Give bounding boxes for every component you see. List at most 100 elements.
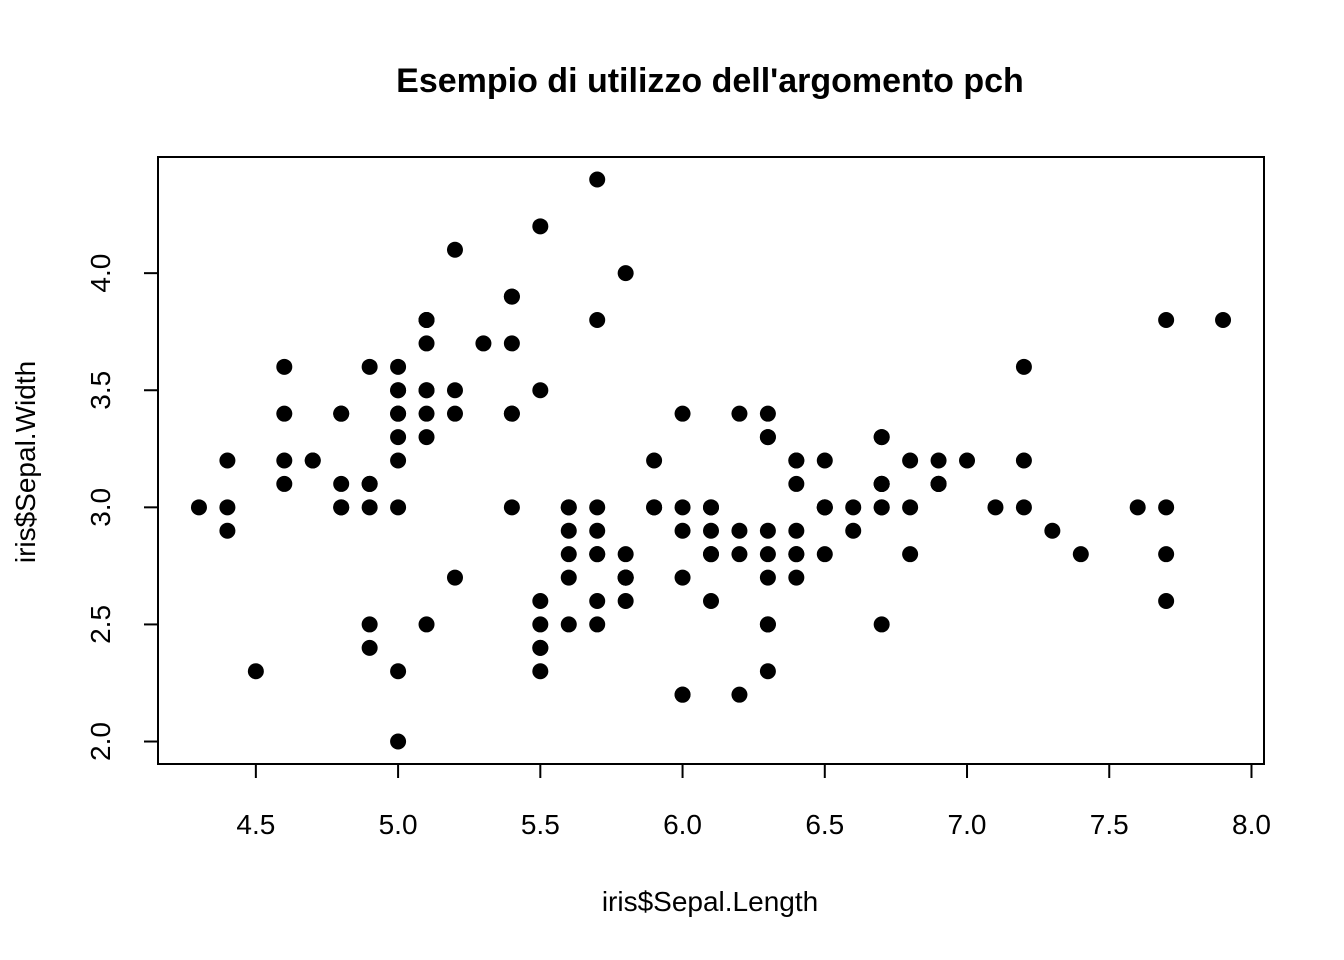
data-point <box>845 499 862 516</box>
data-point <box>304 452 321 469</box>
data-point <box>1158 593 1175 610</box>
data-point <box>674 405 691 422</box>
data-point <box>361 358 378 375</box>
data-point <box>788 475 805 492</box>
y-tick-label: 2.5 <box>85 605 116 644</box>
data-point <box>703 522 719 539</box>
data-point <box>902 546 919 563</box>
x-axis: 4.5 5.0 5.5 6.0 6.5 7.0 7.5 8.0 <box>236 763 1271 840</box>
data-point <box>873 499 890 516</box>
data-point <box>731 546 748 563</box>
data-point <box>532 593 549 610</box>
data-point <box>390 733 407 750</box>
data-point <box>219 522 236 539</box>
data-points <box>190 171 1232 750</box>
data-point <box>333 405 350 422</box>
data-point <box>759 616 776 633</box>
data-point <box>589 546 606 563</box>
data-point <box>361 475 378 492</box>
data-point <box>276 358 293 375</box>
data-point <box>873 616 890 633</box>
data-point <box>1015 499 1032 516</box>
data-point <box>532 218 549 235</box>
x-tick-label: 6.0 <box>663 809 702 840</box>
data-point <box>674 522 691 539</box>
data-point <box>617 593 634 610</box>
data-point <box>361 499 378 516</box>
data-point <box>589 499 606 516</box>
data-point <box>703 593 719 610</box>
data-point <box>788 452 805 469</box>
data-point <box>418 405 435 422</box>
data-point <box>1158 499 1175 516</box>
data-point <box>532 639 549 656</box>
x-tick-label: 6.5 <box>805 809 844 840</box>
data-point <box>1129 499 1146 516</box>
data-point <box>532 616 549 633</box>
data-point <box>674 569 691 586</box>
data-point <box>1158 546 1175 563</box>
data-point <box>1215 311 1232 328</box>
data-point <box>276 475 293 492</box>
data-point <box>902 452 919 469</box>
data-point <box>617 265 634 282</box>
data-point <box>446 241 463 258</box>
data-point <box>390 452 407 469</box>
data-point <box>959 452 976 469</box>
data-point <box>276 452 293 469</box>
data-point <box>532 663 549 680</box>
data-point <box>845 522 862 539</box>
data-point <box>759 663 776 680</box>
data-point <box>418 616 435 633</box>
data-point <box>788 546 805 563</box>
data-point <box>190 499 207 516</box>
data-point <box>731 405 748 422</box>
data-point <box>1158 311 1175 328</box>
data-point <box>873 429 890 446</box>
data-point <box>418 335 435 352</box>
data-point <box>333 499 350 516</box>
chart-title: Esempio di utilizzo dell'argomento pch <box>396 62 1024 100</box>
y-tick-label: 4.0 <box>85 254 116 293</box>
data-point <box>589 171 606 188</box>
y-tick-label: 2.0 <box>85 722 116 761</box>
data-point <box>674 686 691 703</box>
data-point <box>361 639 378 656</box>
data-point <box>589 311 606 328</box>
data-point <box>617 546 634 563</box>
x-axis-label: iris$Sepal.Length <box>602 886 818 917</box>
data-point <box>1044 522 1061 539</box>
y-axis-label: iris$Sepal.Width <box>10 361 41 563</box>
x-tick-label: 7.5 <box>1090 809 1129 840</box>
data-point <box>361 616 378 633</box>
data-point <box>390 499 407 516</box>
data-point <box>1072 546 1089 563</box>
data-point <box>418 382 435 399</box>
data-point <box>390 358 407 375</box>
data-point <box>390 429 407 446</box>
data-point <box>930 452 947 469</box>
x-tick-label: 4.5 <box>236 809 275 840</box>
y-tick-label: 3.0 <box>85 488 116 527</box>
data-point <box>788 569 805 586</box>
data-point <box>390 382 407 399</box>
data-point <box>646 499 663 516</box>
data-point <box>247 663 264 680</box>
data-point <box>560 522 577 539</box>
data-point <box>475 335 492 352</box>
data-point <box>418 429 435 446</box>
data-point <box>560 546 577 563</box>
data-point <box>731 522 748 539</box>
data-point <box>816 452 833 469</box>
data-point <box>589 616 606 633</box>
data-point <box>731 686 748 703</box>
data-point <box>503 499 520 516</box>
x-tick-label: 8.0 <box>1232 809 1271 840</box>
y-axis: 2.0 2.5 3.0 3.5 4.0 <box>85 254 159 761</box>
data-point <box>390 663 407 680</box>
data-point <box>930 475 947 492</box>
data-point <box>646 452 663 469</box>
data-point <box>902 499 919 516</box>
data-point <box>560 569 577 586</box>
